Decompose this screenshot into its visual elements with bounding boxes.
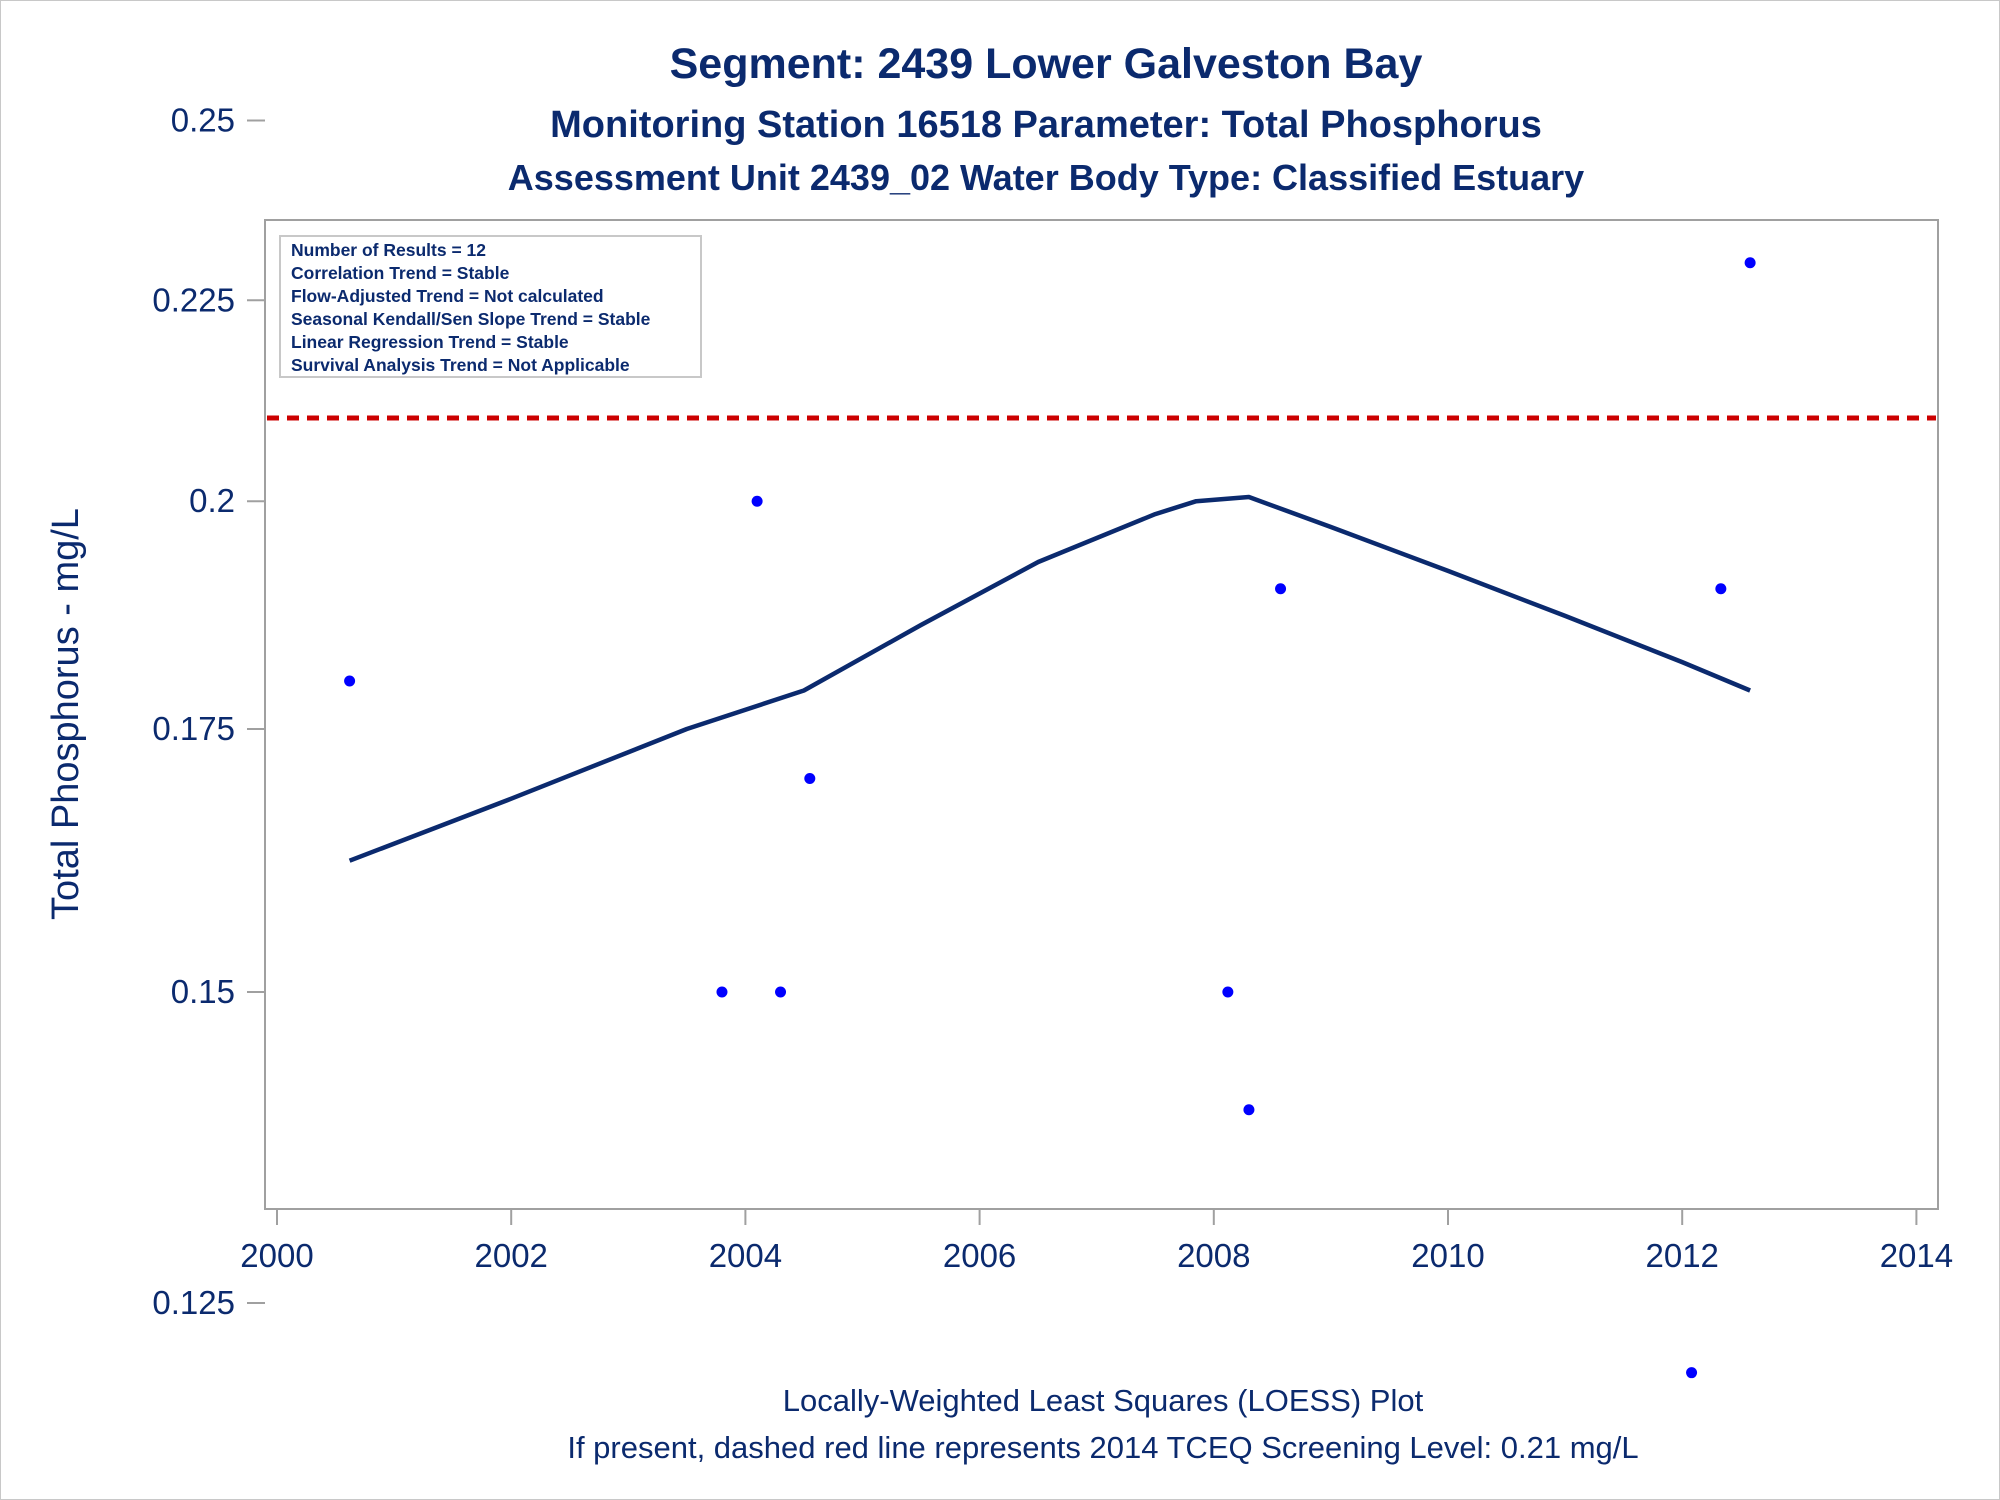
data-point xyxy=(751,495,763,507)
data-point xyxy=(775,986,787,998)
x-tick-label: 2000 xyxy=(240,1237,313,1274)
y-tick-label: 0.2 xyxy=(189,482,235,519)
chart-subtitle-assessment-unit: Assessment Unit 2439_02 Water Body Type:… xyxy=(508,157,1584,198)
data-point xyxy=(1744,257,1756,269)
x-tick-label: 2012 xyxy=(1645,1237,1718,1274)
chart-titles: Segment: 2439 Lower Galveston Bay Monito… xyxy=(508,40,1584,198)
data-point xyxy=(804,772,816,784)
x-tick-label: 2008 xyxy=(1177,1237,1250,1274)
stats-survival-analysis-trend: Survival Analysis Trend = Not Applicable xyxy=(291,355,630,375)
y-tick-label: 0.25 xyxy=(171,102,235,139)
chart-subtitle-station: Monitoring Station 16518 Parameter: Tota… xyxy=(550,104,1542,146)
chart-title: Segment: 2439 Lower Galveston Bay xyxy=(670,40,1423,88)
loess-line xyxy=(348,494,1751,863)
y-axis-label: Total Phosphorus - mg/L xyxy=(45,508,87,920)
data-point xyxy=(1715,583,1727,595)
y-tick-label: 0.15 xyxy=(171,973,235,1010)
data-point xyxy=(344,675,356,687)
x-tick-label: 2002 xyxy=(474,1237,547,1274)
x-axis: 2000 2002 2004 2006 2008 2010 2012 2014 xyxy=(240,1209,1953,1274)
y-tick-label: 0.125 xyxy=(152,1284,235,1321)
trend-stats-box: Number of Results = 12 Correlation Trend… xyxy=(279,235,702,378)
data-point xyxy=(1275,583,1287,595)
y-tick-label: 0.175 xyxy=(152,710,235,747)
data-point xyxy=(716,986,728,998)
x-tick-label: 2004 xyxy=(709,1237,782,1274)
stats-flow-adjusted-trend: Flow-Adjusted Trend = Not calculated xyxy=(291,286,604,306)
stats-seasonal-kendall-trend: Seasonal Kendall/Sen Slope Trend = Stabl… xyxy=(291,309,651,329)
data-points-layer xyxy=(344,257,1756,1379)
data-point xyxy=(1243,1104,1255,1116)
y-tick-label: 0.225 xyxy=(152,281,235,318)
stats-correlation-trend: Correlation Trend = Stable xyxy=(291,263,510,283)
x-tick-label: 2010 xyxy=(1411,1237,1484,1274)
x-tick-label: 2006 xyxy=(943,1237,1016,1274)
footnote-screening-level: If present, dashed red line represents 2… xyxy=(567,1430,1638,1465)
data-point xyxy=(1222,986,1234,998)
data-point xyxy=(1686,1367,1698,1379)
loess-layer xyxy=(348,494,1751,863)
stats-linear-regression-trend: Linear Regression Trend = Stable xyxy=(291,332,569,352)
plot-area xyxy=(264,219,1939,1210)
stats-box-border xyxy=(279,235,702,378)
stats-number-of-results: Number of Results = 12 xyxy=(291,240,486,260)
x-tick-label: 2014 xyxy=(1880,1237,1953,1274)
footnote-loess: Locally-Weighted Least Squares (LOESS) P… xyxy=(783,1383,1424,1418)
